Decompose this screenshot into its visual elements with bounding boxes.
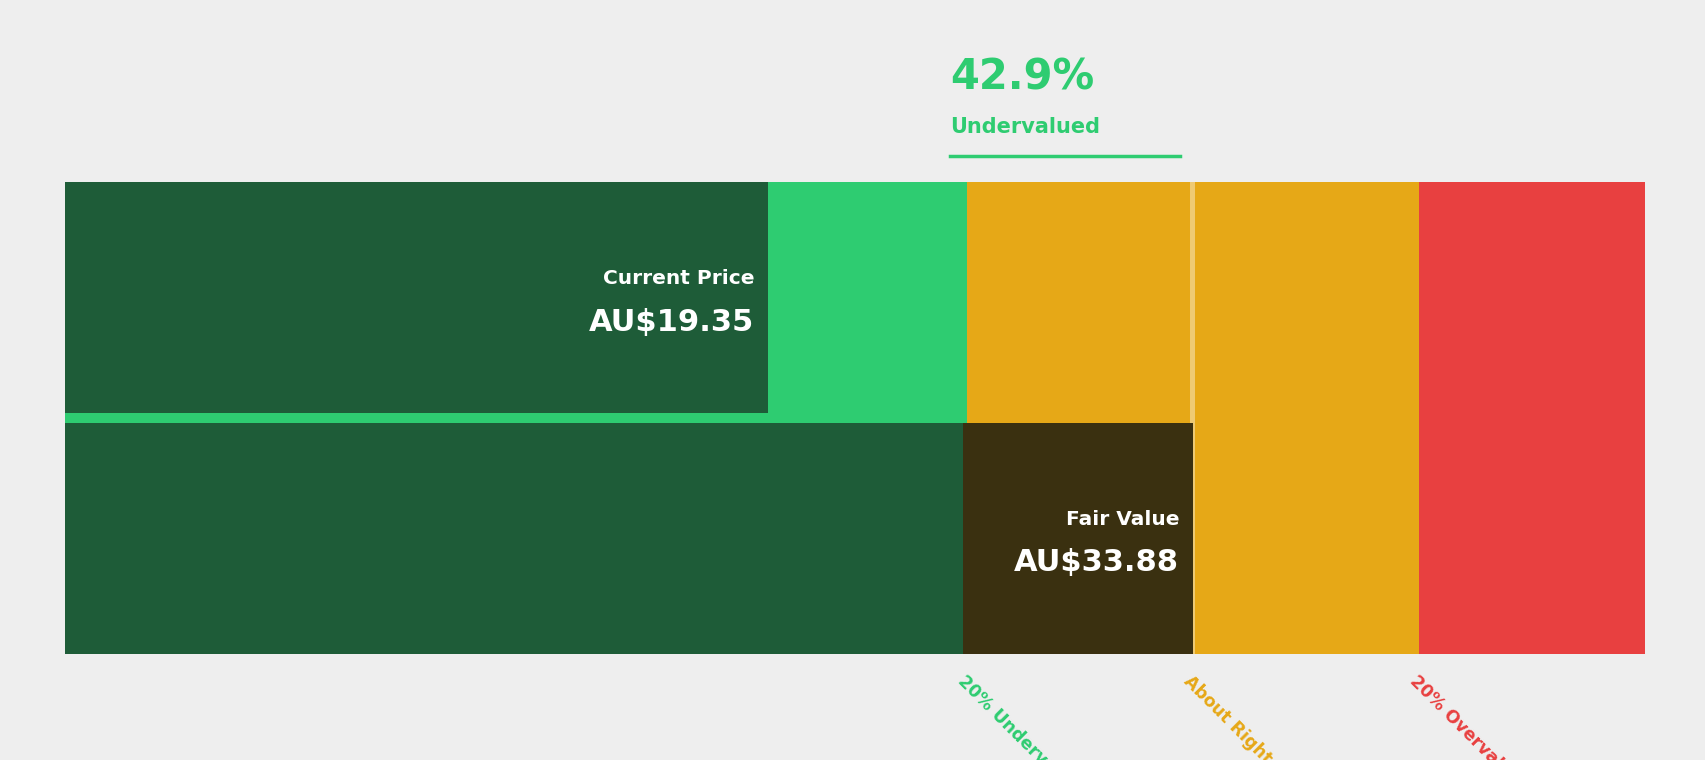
Text: AU$33.88: AU$33.88 bbox=[1013, 548, 1178, 577]
Bar bbox=[65, 182, 967, 654]
Bar bbox=[1419, 182, 1644, 654]
Text: Fair Value: Fair Value bbox=[1066, 509, 1178, 529]
Bar bbox=[963, 423, 1192, 654]
Bar bbox=[65, 182, 767, 413]
Bar bbox=[65, 423, 1192, 654]
Bar bbox=[967, 182, 1419, 654]
Text: AU$19.35: AU$19.35 bbox=[588, 308, 754, 337]
Text: Undervalued: Undervalued bbox=[950, 117, 1100, 137]
Bar bbox=[1190, 182, 1195, 654]
Text: About Right: About Right bbox=[1180, 673, 1275, 760]
Text: Current Price: Current Price bbox=[602, 270, 754, 289]
Text: 42.9%: 42.9% bbox=[950, 57, 1093, 99]
Text: 20% Overvalued: 20% Overvalued bbox=[1405, 673, 1531, 760]
Text: 20% Undervalued: 20% Undervalued bbox=[953, 673, 1088, 760]
